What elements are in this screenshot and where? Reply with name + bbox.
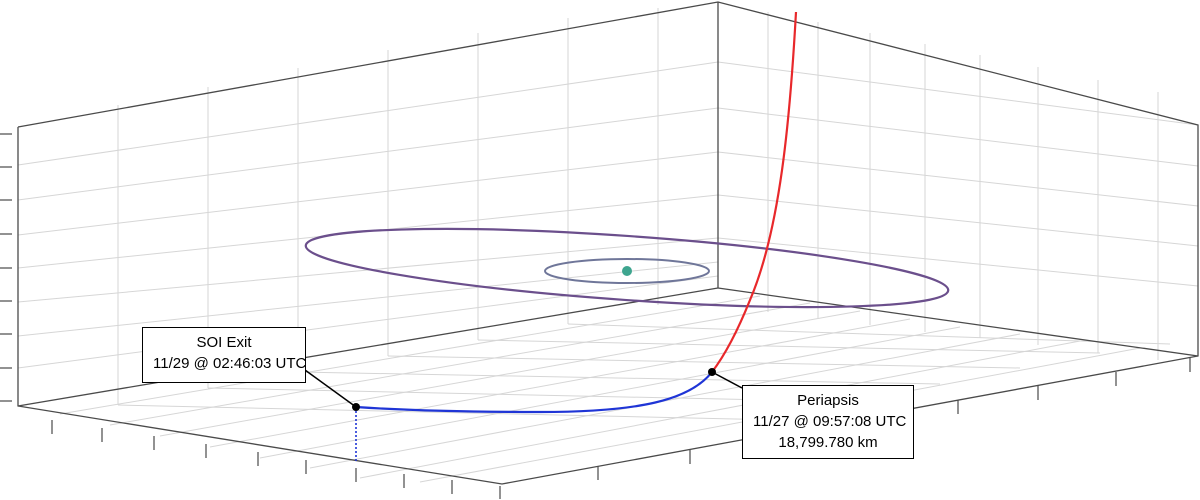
periapsis-title: Periapsis <box>797 392 859 409</box>
axis-ticks <box>0 133 1191 499</box>
soi-exit-marker <box>352 403 360 411</box>
periapsis-marker <box>708 368 716 376</box>
central-body-marker <box>622 266 632 276</box>
soi-exit-time: 11/29 @ 02:46:03 UTC <box>153 355 307 372</box>
inbound-trajectory <box>711 11 798 373</box>
floor-grid <box>59 295 1171 483</box>
periapsis-callout: Periapsis 11/27 @ 09:57:08 UTC 18,799.78… <box>742 385 914 459</box>
soi-exit-title: SOI Exit <box>196 334 252 351</box>
outbound-trajectory <box>355 371 713 414</box>
side-wall-grid <box>717 12 1199 360</box>
soi-exit-callout: SOI Exit 11/29 @ 02:46:03 UTC <box>142 327 306 383</box>
back-wall-grid <box>17 8 719 405</box>
outer-orbit <box>304 227 950 309</box>
inner-orbit <box>544 258 710 284</box>
periapsis-leader-line <box>711 371 743 389</box>
periapsis-time: 11/27 @ 09:57:08 UTC <box>753 413 907 430</box>
soi-exit-leader-line <box>304 369 357 408</box>
periapsis-altitude: 18,799.780 km <box>778 434 878 451</box>
axes-frame <box>17 1 1199 485</box>
